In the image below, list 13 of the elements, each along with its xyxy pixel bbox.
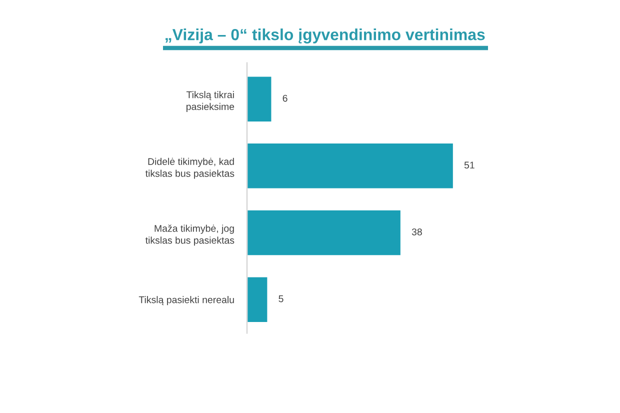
- y-tick-label: Maža tikimybė, jog tikslas bus pasiektas: [145, 224, 234, 246]
- y-tick-label: Didelė tikimybė, kad tikslas bus pasiektas: [145, 158, 234, 179]
- data-label: 38: [412, 228, 422, 236]
- y-tick-label: Tikslą tikrai pasieksime: [186, 91, 234, 112]
- data-label: 5: [278, 295, 284, 302]
- y-tick-label: Tikslą pasiekti nerealu: [138, 296, 234, 306]
- bar: [247, 210, 400, 256]
- bar: [247, 144, 453, 188]
- data-label: 6: [282, 94, 288, 102]
- bar: [247, 76, 272, 122]
- chart-title: „Vizija – 0“ tikslo įgyvendinimo vertinimas: [166, 28, 485, 44]
- data-label: 51: [464, 162, 474, 169]
- bar: [247, 277, 268, 322]
